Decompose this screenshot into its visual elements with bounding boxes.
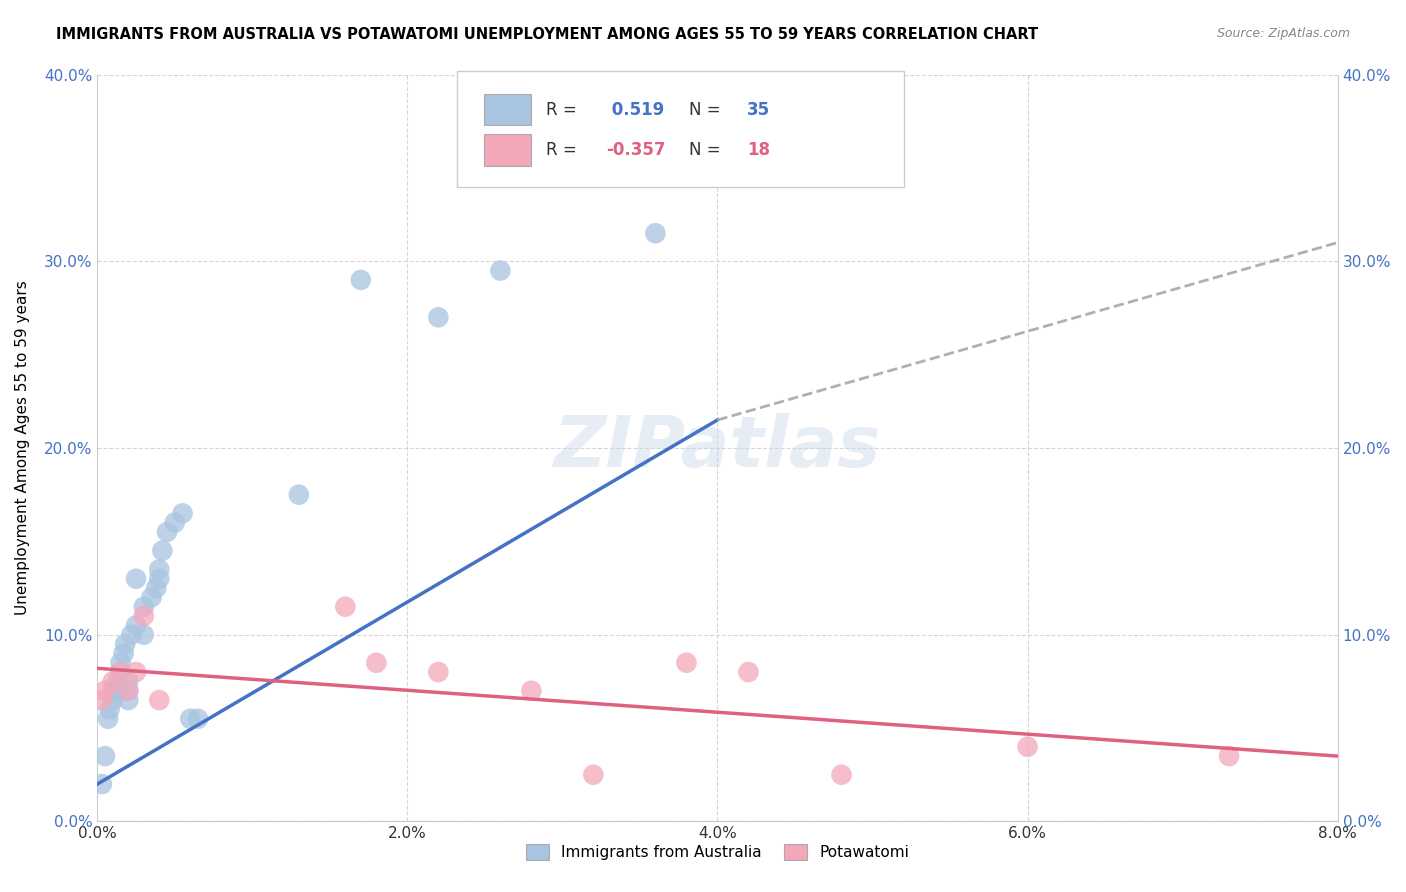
Point [101, 674, 124, 689]
Text: N =: N = [689, 141, 725, 159]
FancyBboxPatch shape [484, 135, 531, 166]
Point [288, 488, 311, 502]
Text: R =: R = [547, 101, 582, 119]
FancyBboxPatch shape [484, 94, 531, 125]
Point [117, 683, 139, 698]
Y-axis label: Unemployment Among Ages 55 to 59 years: Unemployment Among Ages 55 to 59 years [15, 281, 30, 615]
Point [94, 683, 117, 698]
Text: ZIPatlas: ZIPatlas [554, 414, 882, 483]
Point [110, 665, 132, 679]
Text: R =: R = [547, 141, 582, 159]
Text: -0.357: -0.357 [606, 141, 665, 159]
Legend: Immigrants from Australia, Potawatomi: Immigrants from Australia, Potawatomi [519, 838, 915, 866]
Text: 0.519: 0.519 [606, 101, 664, 119]
Point [737, 665, 759, 679]
Point [675, 656, 697, 670]
Point [110, 665, 132, 679]
Point [335, 599, 357, 614]
Point [366, 656, 388, 670]
Text: N =: N = [689, 101, 725, 119]
Point [150, 543, 173, 558]
Point [90, 693, 112, 707]
Point [98, 702, 121, 716]
Point [163, 516, 186, 530]
Point [114, 637, 136, 651]
Point [830, 768, 852, 782]
Point [90, 777, 112, 791]
Point [117, 693, 139, 707]
Point [148, 693, 170, 707]
Text: 18: 18 [747, 141, 770, 159]
Point [145, 581, 167, 595]
Point [132, 609, 155, 624]
Point [132, 628, 155, 642]
Point [117, 683, 139, 698]
Point [117, 674, 139, 689]
Point [156, 524, 179, 539]
FancyBboxPatch shape [457, 70, 904, 186]
Point [94, 749, 117, 764]
Point [427, 665, 450, 679]
Point [148, 572, 170, 586]
Point [1218, 749, 1240, 764]
Point [187, 712, 209, 726]
Point [101, 683, 124, 698]
Point [172, 507, 194, 521]
Point [104, 683, 127, 698]
Point [148, 562, 170, 576]
Point [489, 263, 512, 277]
Point [141, 591, 163, 605]
Point [644, 226, 666, 240]
Point [520, 683, 543, 698]
Point [110, 656, 132, 670]
Text: 35: 35 [747, 101, 770, 119]
Point [350, 273, 373, 287]
Point [582, 768, 605, 782]
Point [125, 618, 148, 632]
Text: Source: ZipAtlas.com: Source: ZipAtlas.com [1216, 27, 1350, 40]
Point [125, 665, 148, 679]
Point [120, 628, 142, 642]
Point [427, 310, 450, 325]
Point [179, 712, 201, 726]
Point [125, 572, 148, 586]
Point [107, 674, 129, 689]
Point [1017, 739, 1039, 754]
Text: IMMIGRANTS FROM AUSTRALIA VS POTAWATOMI UNEMPLOYMENT AMONG AGES 55 TO 59 YEARS C: IMMIGRANTS FROM AUSTRALIA VS POTAWATOMI … [56, 27, 1039, 42]
Point [101, 693, 124, 707]
Point [112, 647, 135, 661]
Point [97, 712, 120, 726]
Point [132, 599, 155, 614]
